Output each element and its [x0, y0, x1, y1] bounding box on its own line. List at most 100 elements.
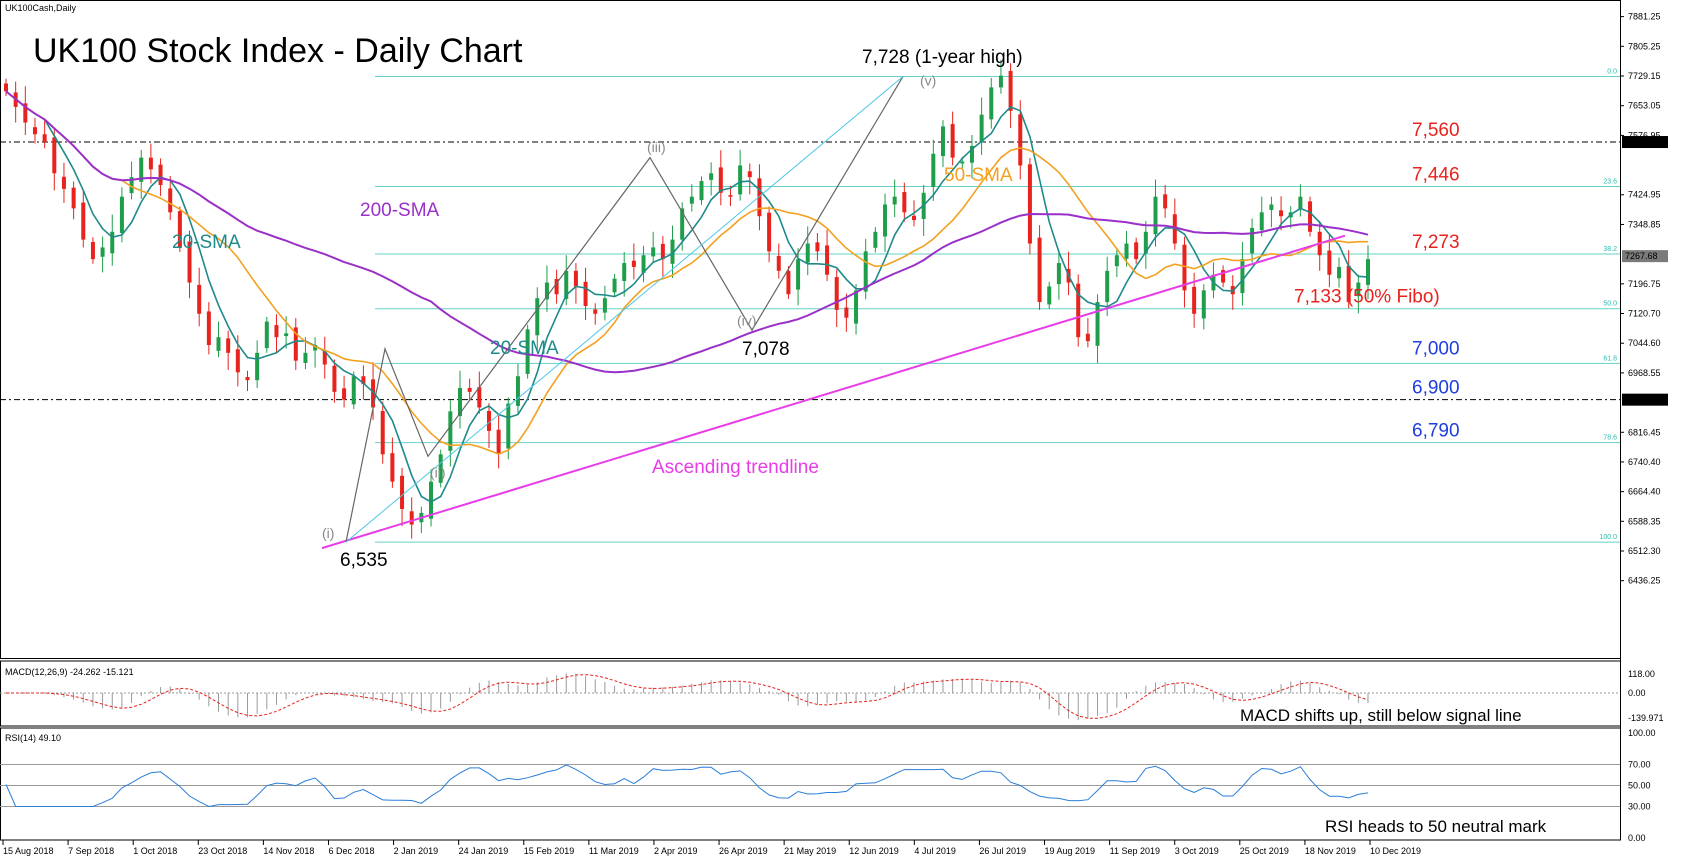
candle-body-79 [767, 212, 772, 252]
candle-body-49 [477, 387, 482, 408]
candle-body-102 [989, 87, 994, 120]
wave-zigzag [345, 76, 904, 543]
price-tick-label-8: 7120.70 [1628, 309, 1661, 319]
candle-body-124 [1201, 290, 1206, 319]
label-sma20-mid: 20-SMA [490, 338, 559, 359]
candle-body-112 [1085, 333, 1090, 342]
candle-body-30 [293, 327, 298, 361]
fibo-label-0: 0.0 [1607, 68, 1617, 75]
x-label-9: 11 Mar 2019 [589, 846, 639, 856]
candle-body-98 [950, 124, 955, 158]
candle-body-34 [332, 365, 337, 392]
price-box-2 [1622, 393, 1668, 406]
candle-body-119 [1153, 196, 1158, 235]
x-label-20: 18 Nov 2019 [1305, 846, 1356, 856]
x-label-15: 26 Jul 2019 [979, 846, 1026, 856]
level-label-4: 7,000 [1412, 339, 1460, 360]
candle-body-26 [255, 352, 260, 381]
candle-body-14 [139, 157, 144, 182]
candle-body-84 [815, 242, 820, 252]
price-box-0 [1622, 136, 1668, 149]
candle-body-60 [583, 281, 588, 306]
candle-body-91 [883, 204, 888, 237]
price-tick-label-4: 7576.95 [1628, 130, 1661, 140]
candle-body-116 [1124, 243, 1129, 259]
price-tick-label-15: 6512.30 [1628, 546, 1661, 556]
candle-body-96 [931, 153, 936, 187]
candle-body-67 [651, 247, 656, 257]
wave-label-3: (iv) [737, 312, 756, 328]
price-box-label-2: 6900.00 [1625, 395, 1658, 405]
candle-body-114 [1105, 270, 1110, 303]
wave-label-4: (v) [920, 72, 936, 88]
candle-body-129 [1250, 227, 1255, 254]
candle-body-57 [554, 279, 559, 295]
candle-body-113 [1095, 302, 1100, 346]
candle-body-0 [4, 83, 8, 92]
candle-body-118 [1143, 231, 1148, 254]
price-box-label-0: 7560.00 [1625, 137, 1658, 147]
candle-body-99 [960, 161, 965, 164]
candle-body-101 [979, 114, 984, 143]
sma50-line [5, 90, 1368, 455]
macd-tick-1: 0.00 [1628, 688, 1646, 698]
candle-body-50 [486, 410, 491, 431]
candle-body-93 [902, 191, 907, 213]
annotation-year-high: 7,728 (1-year high) [862, 47, 1023, 68]
candle-body-107 [1037, 237, 1042, 303]
price-tick-label-2: 7729.15 [1628, 71, 1661, 81]
candle-body-89 [863, 251, 868, 292]
candle-body-70 [680, 208, 685, 240]
candle-body-137 [1327, 250, 1332, 275]
candle-body-126 [1221, 270, 1226, 283]
candle-body-86 [834, 277, 839, 310]
rsi-tick-0: 100.00 [1628, 728, 1656, 738]
candle-body-87 [844, 307, 849, 318]
candle-body-106 [1027, 164, 1032, 244]
chart-title: UK100 Stock Index - Daily Chart [33, 32, 523, 70]
x-label-11: 26 Apr 2019 [719, 846, 768, 856]
candle-body-73 [709, 173, 714, 180]
candle-body-48 [467, 387, 472, 392]
candle-body-64 [622, 263, 627, 281]
candle-body-37 [361, 376, 366, 385]
price-tick-label-13: 6664.40 [1628, 487, 1661, 497]
candle-body-61 [593, 309, 598, 314]
candle-body-23 [226, 338, 231, 353]
candle-body-122 [1182, 244, 1187, 291]
candle-body-135 [1308, 201, 1313, 232]
candle-body-78 [757, 178, 762, 217]
x-label-5: 6 Dec 2018 [328, 846, 374, 856]
x-label-19: 25 Oct 2019 [1240, 846, 1289, 856]
label-sma50: 50-SMA [944, 165, 1013, 186]
candle-body-31 [303, 352, 308, 363]
candle-body-56 [544, 282, 549, 300]
level-label-0: 7,560 [1412, 120, 1460, 141]
candle-body-92 [892, 196, 897, 205]
price-tick-label-10: 6968.55 [1628, 368, 1661, 378]
candle-body-2 [23, 103, 28, 123]
label-sma200: 200-SMA [360, 200, 440, 221]
label-trendline: Ascending trendline [652, 457, 819, 478]
candle-body-46 [448, 411, 453, 451]
candle-body-5 [52, 137, 57, 174]
candle-body-90 [873, 231, 878, 248]
candle-body-25 [245, 377, 250, 381]
fibo-label-2: 38.2 [1603, 246, 1617, 253]
wave-label-0: (i) [322, 525, 334, 541]
level-label-6: 6,790 [1412, 421, 1460, 442]
rsi-label: RSI(14) 49.10 [5, 733, 61, 743]
price-box-label-1: 7267.68 [1625, 251, 1658, 261]
candle-body-130 [1259, 212, 1264, 231]
candle-body-4 [42, 134, 47, 143]
fibo-label-4: 61.8 [1603, 355, 1617, 362]
x-label-14: 4 Jul 2019 [914, 846, 956, 856]
rsi-tick-1: 70.00 [1628, 760, 1651, 770]
annotation-mid-low: 7,078 [742, 339, 790, 360]
candle-body-104 [1008, 70, 1013, 111]
x-label-4: 14 Nov 2018 [263, 846, 314, 856]
candle-body-53 [515, 376, 520, 406]
candle-body-39 [380, 410, 385, 455]
candle-body-12 [119, 196, 124, 233]
